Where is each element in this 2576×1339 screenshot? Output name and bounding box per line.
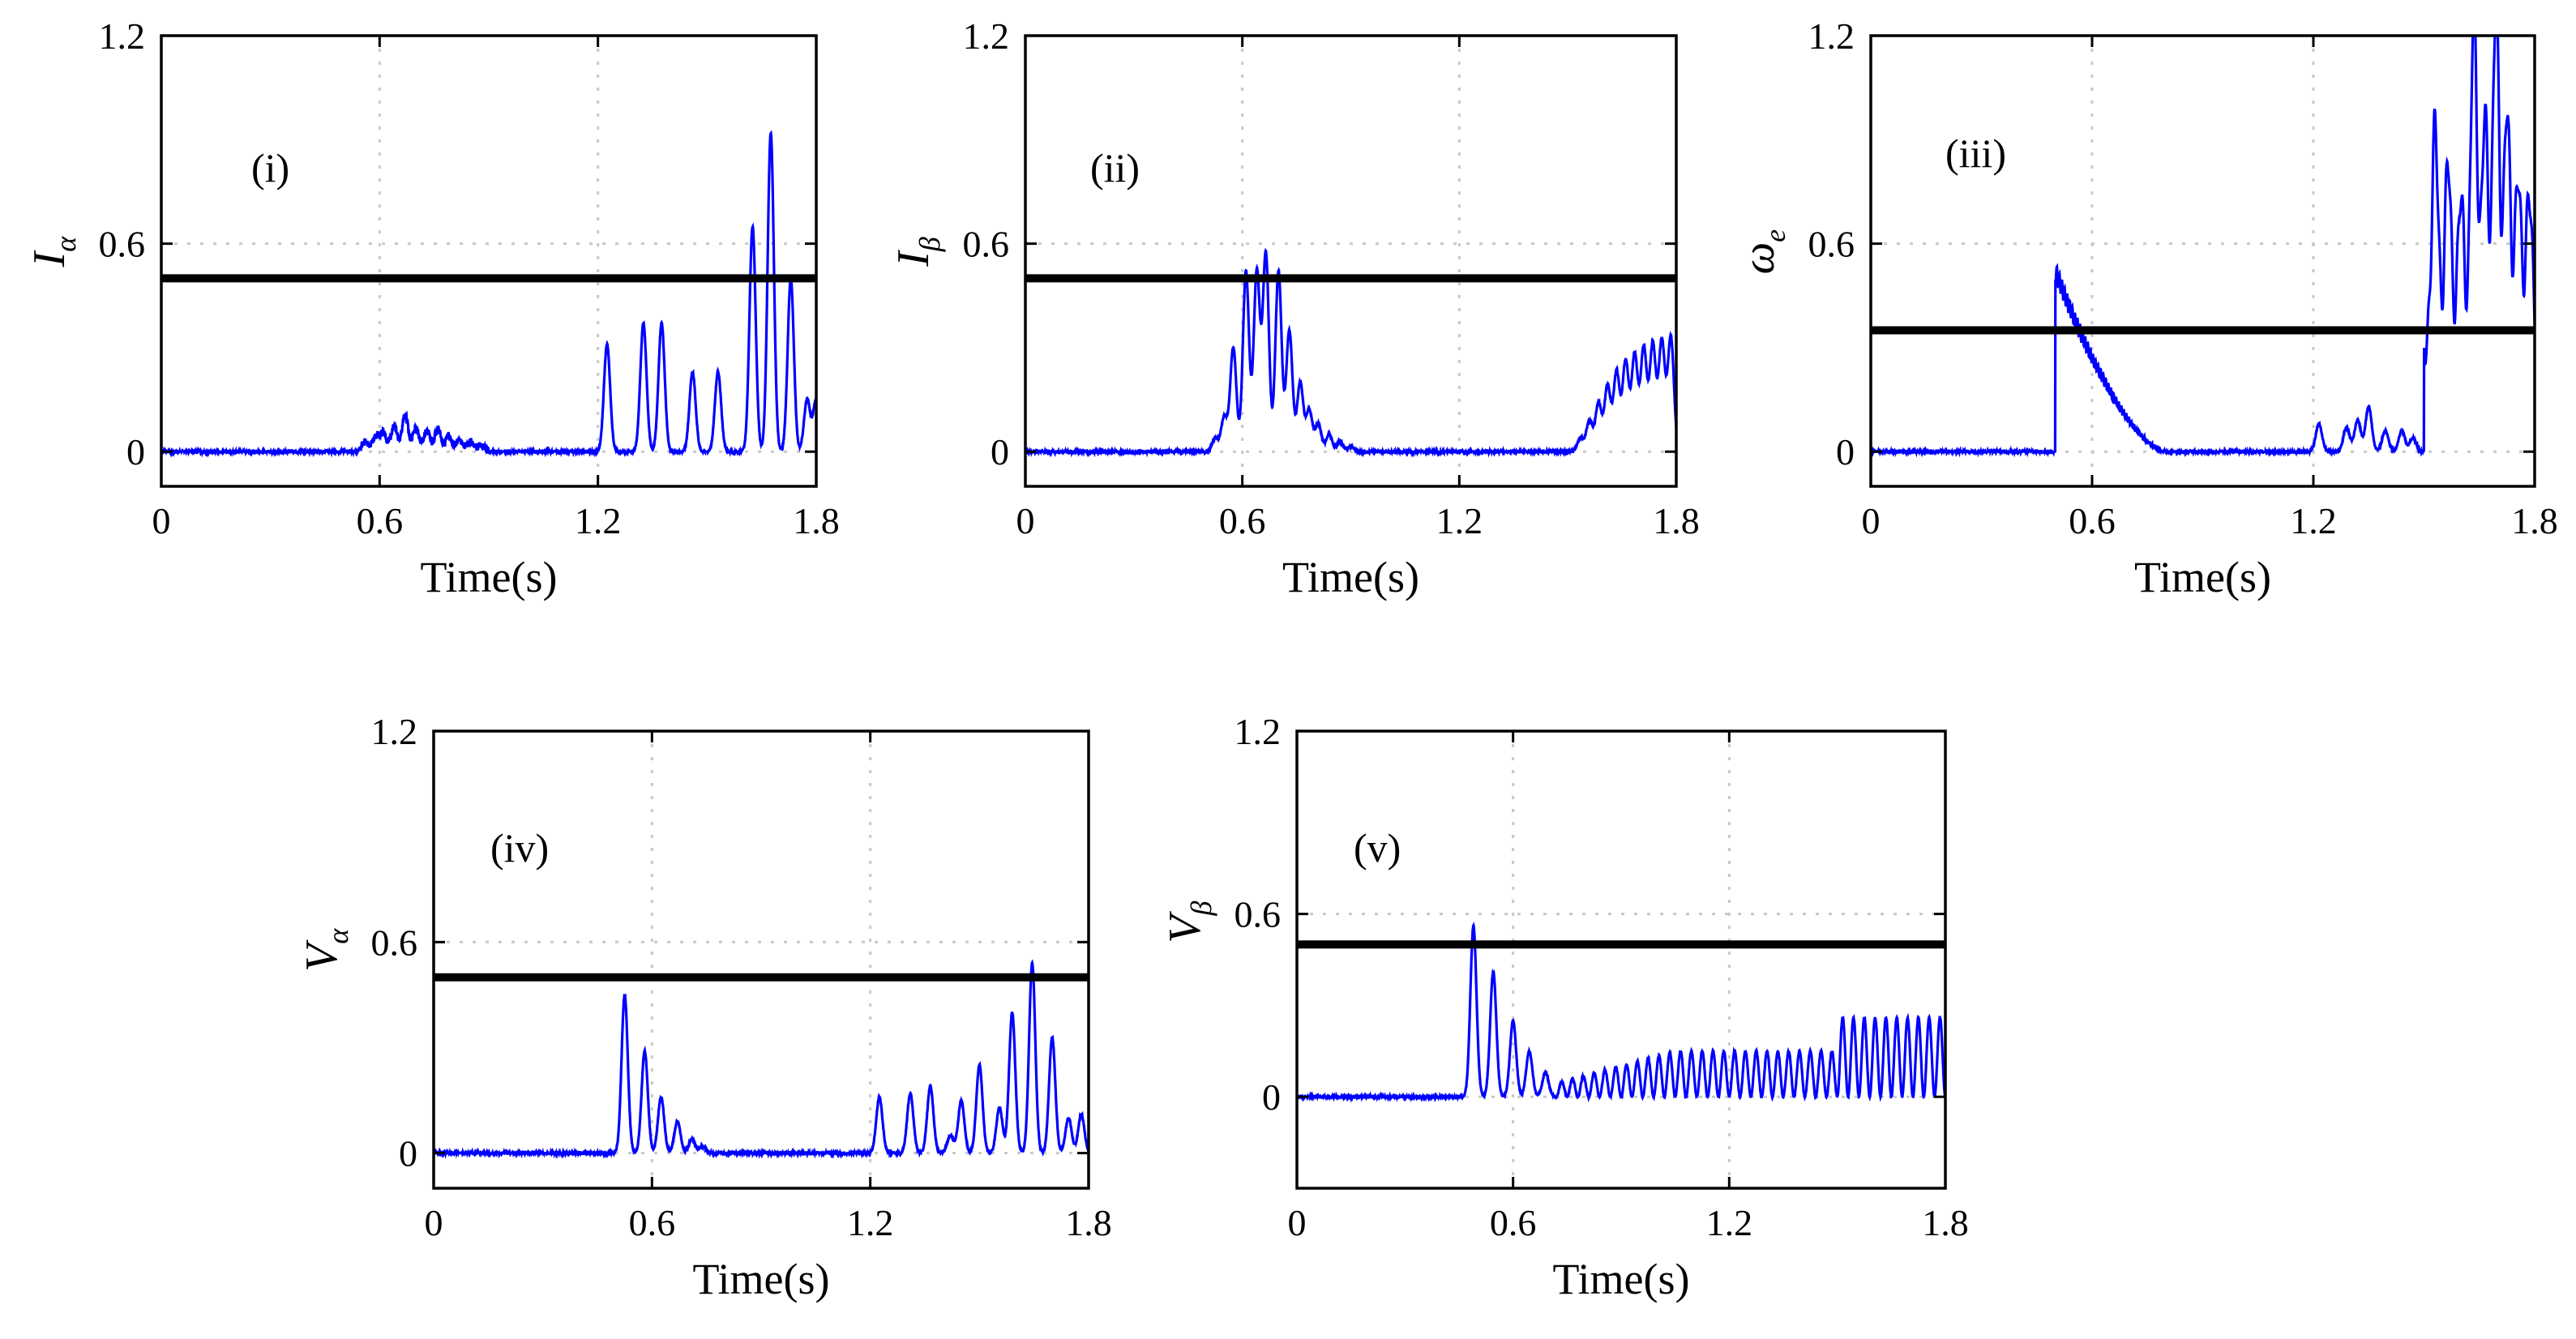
y-axis-label-main: I: [24, 250, 75, 267]
y-tick-label: 1.2: [1808, 15, 1855, 57]
y-tick-label: 0: [1836, 431, 1855, 473]
y-axis-label-sub: e: [1759, 229, 1791, 242]
y-tick-label: 0.6: [963, 224, 1010, 265]
axes-frame: [1295, 729, 1947, 1190]
x-tick-label: 0.6: [357, 500, 404, 541]
x-tick-label: 1.8: [1653, 500, 1700, 541]
y-axis-label: Iα: [24, 236, 82, 268]
y-tick-label: 1.2: [1235, 711, 1282, 752]
x-tick-label: 1.8: [793, 500, 840, 541]
x-tick-label: 0: [1016, 500, 1035, 541]
y-axis-label-main: ω: [1734, 242, 1784, 275]
series-line: [434, 959, 1089, 1160]
y-axis-label-sub: α: [49, 236, 82, 252]
subplot-iii: 0 0.6 1.2 1.8 0 0.6 1.2 Time(s) ωe (iii): [1734, 15, 2558, 601]
y-axis-label: Vβ: [1160, 901, 1217, 943]
subplot-annotation: (iii): [1945, 130, 2006, 176]
x-axis-label: Time(s): [2134, 553, 2271, 601]
y-tick-label: 0.6: [1808, 224, 1855, 265]
x-tick-label: 1.2: [575, 500, 622, 541]
y-axis-label-main: V: [1160, 911, 1210, 943]
x-tick-label: 0: [152, 500, 171, 541]
series-line: [1297, 922, 1945, 1103]
x-tick-label: 0.6: [1219, 500, 1266, 541]
x-tick-label: 1.8: [1922, 1202, 1969, 1243]
axes-frame: [1024, 34, 1678, 488]
y-tick-label: 1.2: [963, 15, 1010, 57]
y-axis-label-sub: β: [1185, 901, 1217, 916]
x-axis-label: Time(s): [692, 1255, 829, 1303]
x-tick-label: 0: [1862, 500, 1881, 541]
y-axis-label-sub: α: [322, 928, 354, 944]
y-axis-label: Vα: [297, 928, 354, 972]
series-line: [1025, 247, 1676, 458]
x-axis-label: Time(s): [1552, 1255, 1689, 1303]
subplot-ii: 0 0.6 1.2 1.8 0 0.6 1.2 Time(s) Iβ (ii): [888, 15, 1700, 601]
axes-frame: [1869, 34, 2536, 488]
x-tick-label: 1.2: [1436, 500, 1483, 541]
x-tick-label: 0.6: [2069, 500, 2116, 541]
y-axis-label: ωe: [1734, 229, 1791, 275]
axes-frame: [160, 34, 818, 488]
y-tick-label: 0.6: [371, 922, 418, 963]
subplot-annotation: (i): [251, 145, 289, 190]
y-tick-label: 0: [126, 431, 145, 473]
x-tick-label: 1.2: [2290, 500, 2337, 541]
y-axis-label: Iβ: [888, 237, 946, 267]
y-tick-label: 0: [991, 431, 1009, 473]
y-axis-label-sub: β: [914, 237, 946, 252]
x-tick-label: 0: [1288, 1202, 1307, 1243]
y-tick-label: 0.6: [99, 224, 146, 265]
y-axis-label-main: I: [888, 250, 939, 267]
series-line: [1871, 36, 2535, 458]
x-tick-label: 0.6: [1490, 1202, 1537, 1243]
x-tick-label: 1.8: [2511, 500, 2558, 541]
y-tick-label: 1.2: [371, 711, 418, 752]
subplot-iv: 0 0.6 1.2 1.8 0 0.6 1.2 Time(s) Vα (iv): [297, 711, 1112, 1303]
axes-frame: [432, 729, 1090, 1190]
subplot-v: 0 0.6 1.2 1.8 0 0.6 1.2 Time(s) Vβ (v): [1160, 711, 1969, 1303]
y-tick-label: 0.6: [1235, 894, 1282, 935]
x-tick-label: 0.6: [629, 1202, 676, 1243]
x-axis-label: Time(s): [1282, 553, 1419, 601]
subplot-annotation: (v): [1354, 825, 1401, 871]
subplot-i: 0 0.6 1.2 1.8 0 0.6 1.2 Time(s) Iα (i): [24, 15, 840, 601]
x-tick-label: 1.8: [1065, 1202, 1112, 1243]
y-axis-label-main: V: [297, 939, 347, 972]
y-tick-label: 0: [1262, 1076, 1281, 1118]
y-tick-label: 0: [399, 1133, 417, 1174]
subplot-annotation: (iv): [490, 825, 549, 871]
y-tick-label: 1.2: [99, 15, 146, 57]
x-tick-label: 1.2: [847, 1202, 894, 1243]
series-line: [161, 130, 816, 458]
subplot-annotation: (ii): [1090, 145, 1140, 190]
x-axis-label: Time(s): [420, 553, 557, 601]
x-tick-label: 0: [425, 1202, 443, 1243]
x-tick-label: 1.2: [1706, 1202, 1753, 1243]
